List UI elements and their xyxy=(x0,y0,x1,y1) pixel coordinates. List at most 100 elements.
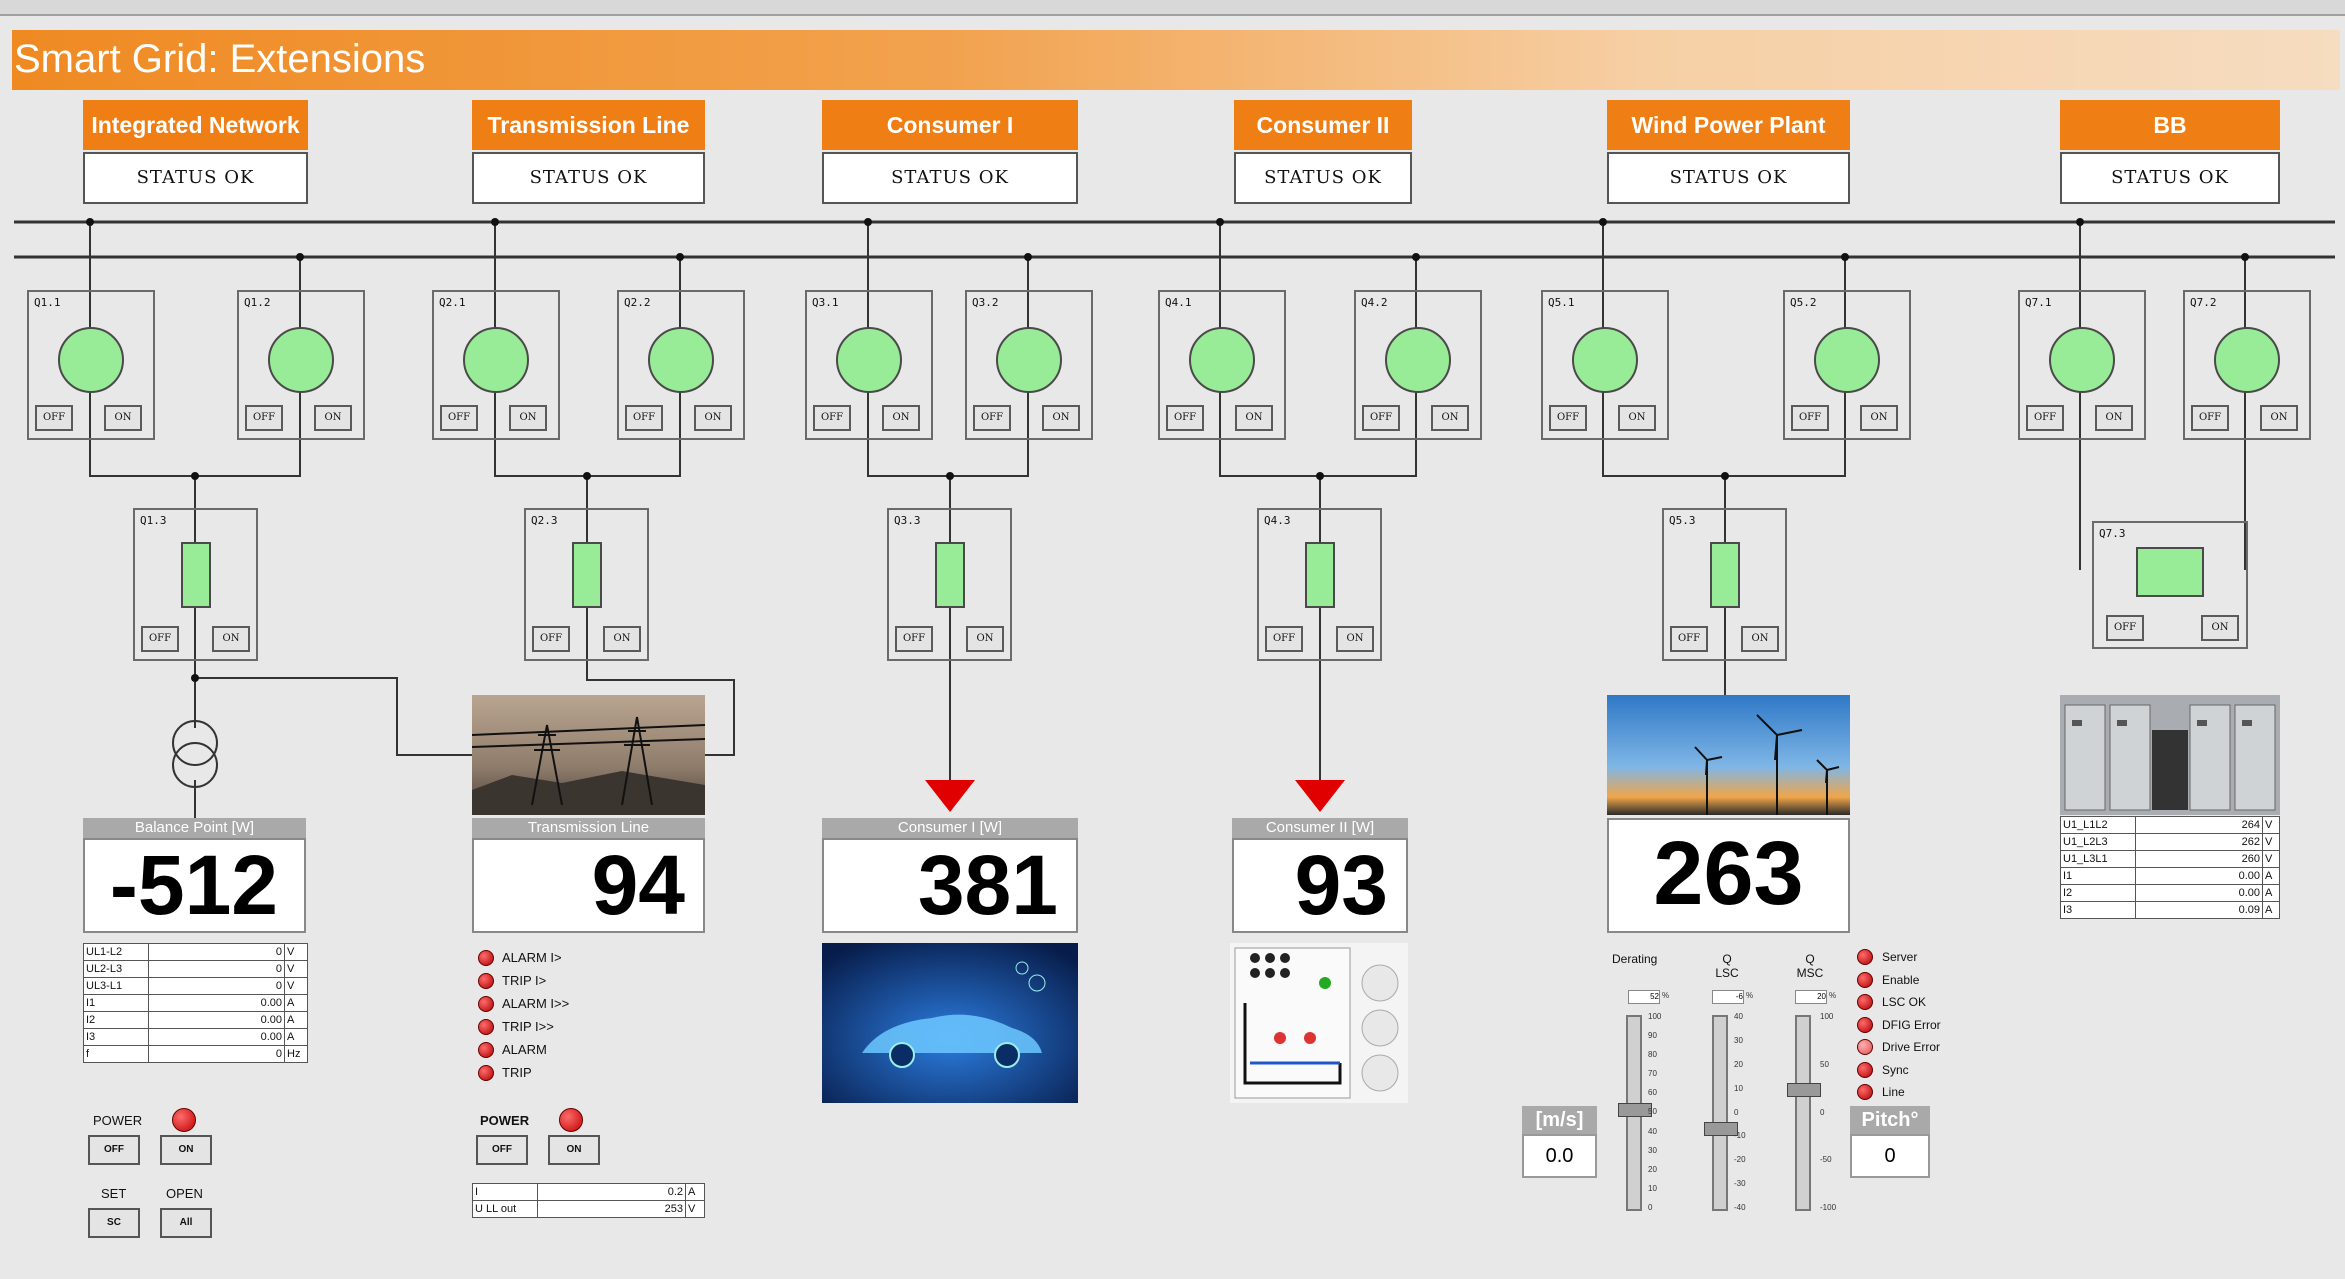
breaker-label: Q5.3 xyxy=(1669,514,1696,527)
off-button[interactable]: OFF xyxy=(895,626,933,652)
status-consumer-2: STATUS OK xyxy=(1234,152,1412,204)
off-button[interactable]: OFF xyxy=(141,626,179,652)
off-button[interactable]: OFF xyxy=(2191,405,2229,431)
section-consumer-2: Consumer II xyxy=(1234,100,1412,150)
off-button[interactable]: OFF xyxy=(973,405,1011,431)
on-button[interactable]: ON xyxy=(1431,405,1469,431)
row-unit: V xyxy=(284,960,308,978)
derating-slider-thumb[interactable] xyxy=(1618,1103,1652,1117)
row-label: I3 xyxy=(83,1028,149,1046)
off-button[interactable]: OFF xyxy=(1265,626,1303,652)
on-button[interactable]: ON xyxy=(2201,615,2239,641)
transmission-measurement-table: I 0.2 A U LL out 253 V xyxy=(472,1183,705,1218)
status-label: Enable xyxy=(1882,972,1920,987)
breaker-label: Q3.1 xyxy=(812,296,839,309)
on-button[interactable]: ON xyxy=(1235,405,1273,431)
alarm-led xyxy=(478,972,494,989)
q-lsc-input[interactable]: -6 xyxy=(1712,990,1744,1004)
breaker-q2-3[interactable]: Q2.3 OFF ON xyxy=(524,508,649,661)
on-button[interactable]: ON xyxy=(2260,405,2298,431)
on-button[interactable]: ON xyxy=(1042,405,1080,431)
on-button[interactable]: ON xyxy=(212,626,250,652)
q-msc-input[interactable]: 20 xyxy=(1795,990,1827,1004)
q-lsc-slider-thumb[interactable] xyxy=(1704,1122,1738,1136)
breaker-q1-1[interactable]: Q1.1 OFF ON xyxy=(27,290,155,440)
off-button[interactable]: OFF xyxy=(625,405,663,431)
off-button[interactable]: OFF xyxy=(1166,405,1204,431)
table-row: f 0 Hz xyxy=(83,1045,308,1063)
set-button[interactable]: SC xyxy=(88,1208,140,1238)
off-button[interactable]: OFF xyxy=(245,405,283,431)
balance-point-header: Balance Point [W] xyxy=(83,818,306,838)
breaker-q1-3[interactable]: Q1.3 OFF ON xyxy=(133,508,258,661)
q-msc-slider[interactable] xyxy=(1795,1015,1811,1211)
wind-power-value: 263 xyxy=(1607,818,1850,933)
percent-unit: % xyxy=(1746,991,1754,1000)
breaker-q3-3[interactable]: Q3.3 OFF ON xyxy=(887,508,1012,661)
q-msc-slider-thumb[interactable] xyxy=(1787,1083,1821,1097)
power-off-button[interactable]: OFF xyxy=(88,1135,140,1165)
off-button[interactable]: OFF xyxy=(440,405,478,431)
off-button[interactable]: OFF xyxy=(2026,405,2064,431)
electric-car-image xyxy=(822,943,1078,1103)
on-button[interactable]: ON xyxy=(1336,626,1374,652)
breaker-q3-1[interactable]: Q3.1 OFF ON xyxy=(805,290,933,440)
off-button[interactable]: OFF xyxy=(813,405,851,431)
section-bb: BB xyxy=(2060,100,2280,150)
breaker-q4-1[interactable]: Q4.1 OFF ON xyxy=(1158,290,1286,440)
breaker-q1-2[interactable]: Q1.2 OFF ON xyxy=(237,290,365,440)
breaker-q5-2[interactable]: Q5.2 OFF ON xyxy=(1783,290,1911,440)
power-on-button[interactable]: ON xyxy=(160,1135,212,1165)
on-button[interactable]: ON xyxy=(694,405,732,431)
row-label: I1 xyxy=(83,994,149,1012)
alarm-label: TRIP xyxy=(502,1065,532,1080)
alarm-item: ALARM xyxy=(478,1038,569,1061)
breaker-q7-3[interactable]: Q7.3 OFF ON xyxy=(2092,521,2248,649)
consumer-1-value: 381 xyxy=(822,838,1078,933)
tick-label: 20 xyxy=(1648,1164,1657,1174)
transmission-line-header: Transmission Line xyxy=(472,818,705,838)
breaker-state-indicator xyxy=(996,327,1062,393)
open-button[interactable]: All xyxy=(160,1208,212,1238)
on-button[interactable]: ON xyxy=(509,405,547,431)
on-button[interactable]: ON xyxy=(2095,405,2133,431)
q-lsc-slider[interactable] xyxy=(1712,1015,1728,1211)
table-row: I3 0.00 A xyxy=(83,1028,308,1046)
on-button[interactable]: ON xyxy=(104,405,142,431)
off-button[interactable]: OFF xyxy=(532,626,570,652)
off-button[interactable]: OFF xyxy=(1549,405,1587,431)
on-button[interactable]: ON xyxy=(1741,626,1779,652)
off-button[interactable]: OFF xyxy=(35,405,73,431)
off-button[interactable]: OFF xyxy=(1362,405,1400,431)
status-integrated-network: STATUS OK xyxy=(83,152,308,204)
off-button[interactable]: OFF xyxy=(2106,615,2144,641)
row-unit: A xyxy=(2262,901,2280,919)
transmission-power-on-button[interactable]: ON xyxy=(548,1135,600,1165)
on-button[interactable]: ON xyxy=(1860,405,1898,431)
breaker-label: Q4.3 xyxy=(1264,514,1291,527)
breaker-state-indicator xyxy=(1385,327,1451,393)
row-value: 0.00 xyxy=(148,994,285,1012)
status-consumer-1: STATUS OK xyxy=(822,152,1078,204)
on-button[interactable]: ON xyxy=(966,626,1004,652)
breaker-q4-3[interactable]: Q4.3 OFF ON xyxy=(1257,508,1382,661)
transmission-power-off-button[interactable]: OFF xyxy=(476,1135,528,1165)
breaker-q2-1[interactable]: Q2.1 OFF ON xyxy=(432,290,560,440)
on-button[interactable]: ON xyxy=(882,405,920,431)
off-button[interactable]: OFF xyxy=(1791,405,1829,431)
breaker-q4-2[interactable]: Q4.2 OFF ON xyxy=(1354,290,1482,440)
breaker-q2-2[interactable]: Q2.2 OFF ON xyxy=(617,290,745,440)
breaker-q3-2[interactable]: Q3.2 OFF ON xyxy=(965,290,1093,440)
on-button[interactable]: ON xyxy=(603,626,641,652)
row-unit: V xyxy=(284,977,308,995)
breaker-q7-2[interactable]: Q7.2 OFF ON xyxy=(2183,290,2311,440)
breaker-q7-1[interactable]: Q7.1 OFF ON xyxy=(2018,290,2146,440)
derating-input[interactable]: 52 xyxy=(1628,990,1660,1004)
q-lsc-ticks: 40 30 20 10 0 -10 -20 -30 -40 xyxy=(1734,1012,1746,1212)
breaker-q5-1[interactable]: Q5.1 OFF ON xyxy=(1541,290,1669,440)
on-button[interactable]: ON xyxy=(314,405,352,431)
breaker-q5-3[interactable]: Q5.3 OFF ON xyxy=(1662,508,1787,661)
on-button[interactable]: ON xyxy=(1618,405,1656,431)
off-button[interactable]: OFF xyxy=(1670,626,1708,652)
breaker-state-indicator xyxy=(2136,547,2204,597)
